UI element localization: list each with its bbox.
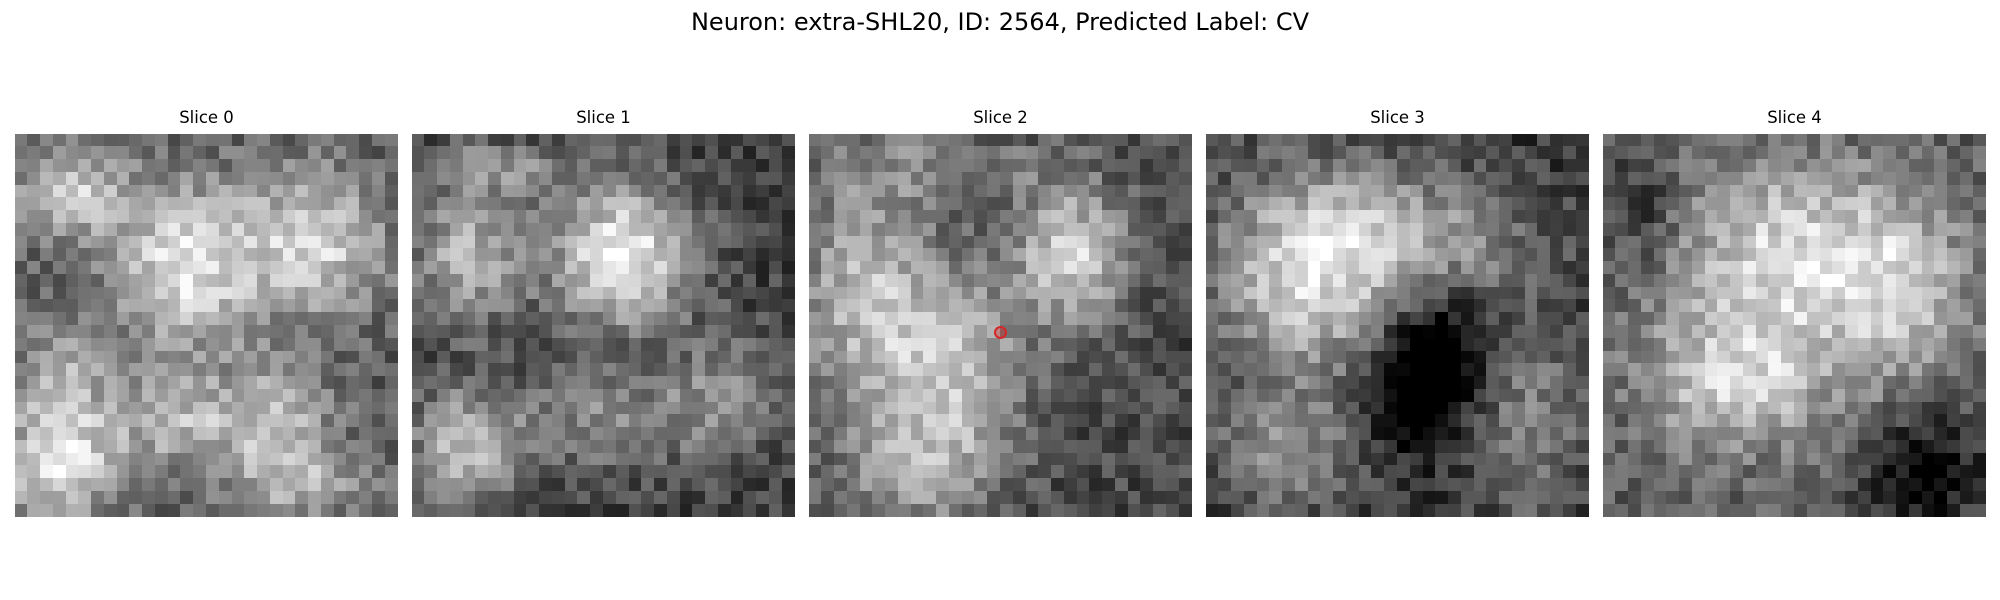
slice-title: Slice 1	[576, 108, 631, 127]
slice-image	[1206, 134, 1589, 517]
slice-title: Slice 3	[1370, 108, 1425, 127]
slice-image	[412, 134, 795, 517]
figure-title: Neuron: extra-SHL20, ID: 2564, Predicted…	[690, 8, 1310, 36]
slice-title: Slice 4	[1767, 108, 1822, 127]
slice-image	[15, 134, 398, 517]
slice-image	[809, 134, 1192, 517]
slice-title: Slice 0	[179, 108, 234, 127]
slice-image	[1603, 134, 1986, 517]
red-circle-marker	[994, 326, 1007, 339]
slice-title: Slice 2	[973, 108, 1028, 127]
